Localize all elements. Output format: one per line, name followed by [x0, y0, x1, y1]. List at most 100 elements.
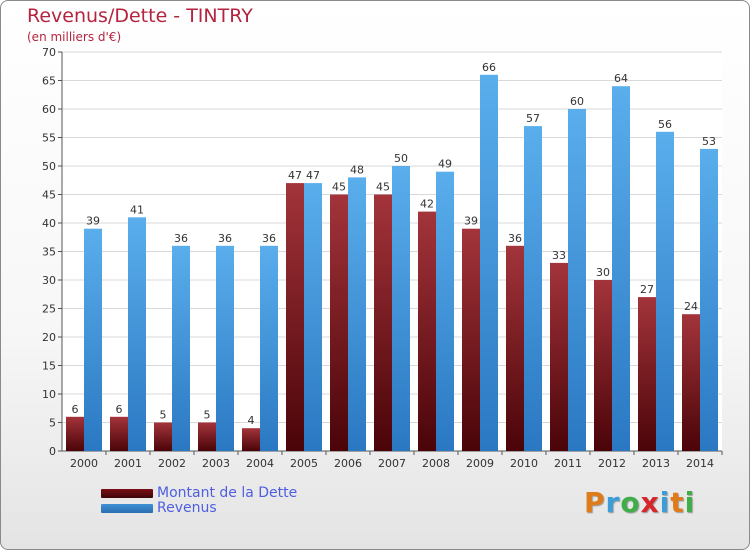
bar-debt	[682, 314, 700, 451]
bar-debt	[286, 183, 304, 451]
legend-swatch-debt	[101, 489, 153, 498]
data-label-debt: 24	[684, 300, 698, 313]
x-tick-label: 2004	[246, 457, 274, 470]
y-tick-label: 70	[42, 46, 56, 59]
x-tick-label: 2005	[290, 457, 318, 470]
data-label-debt: 36	[508, 232, 522, 245]
bar-revenue	[260, 245, 278, 451]
bar-revenue	[304, 183, 322, 451]
bar-debt	[594, 280, 612, 451]
chart-title: Revenus/Dette - TINTRY	[27, 5, 253, 27]
bar-revenue	[524, 126, 542, 451]
bar-revenue	[128, 217, 146, 451]
data-label-revenue: 48	[350, 163, 364, 176]
bar-debt	[550, 262, 568, 451]
data-label-debt: 42	[420, 198, 434, 211]
bar-debt	[154, 422, 172, 451]
data-label-revenue: 64	[614, 72, 628, 85]
logo-letter: i	[684, 486, 696, 519]
x-tick-label: 2014	[686, 457, 714, 470]
y-tick-label: 5	[49, 417, 56, 430]
logo-letter: t	[670, 486, 685, 519]
data-label-revenue: 49	[438, 158, 452, 171]
y-tick-label: 25	[42, 303, 56, 316]
data-label-debt: 45	[332, 181, 346, 194]
bar-revenue	[612, 86, 630, 451]
bar-revenue	[656, 131, 674, 452]
bar-revenue	[568, 109, 586, 451]
x-tick-label: 2009	[466, 457, 494, 470]
data-label-debt: 5	[204, 409, 211, 422]
bar-debt	[242, 428, 260, 451]
logo-letter: x	[640, 486, 660, 519]
x-tick-label: 2003	[202, 457, 230, 470]
data-label-revenue: 36	[262, 232, 276, 245]
bar-debt	[110, 416, 128, 451]
data-label-revenue: 50	[394, 152, 408, 165]
data-label-debt: 5	[160, 409, 167, 422]
data-label-debt: 27	[640, 283, 654, 296]
x-tick-label: 2001	[114, 457, 142, 470]
data-label-debt: 6	[116, 403, 123, 416]
legend-label-revenue: Revenus	[157, 500, 217, 516]
data-label-revenue: 41	[130, 203, 144, 216]
data-label-debt: 6	[72, 403, 79, 416]
x-tick-label: 2011	[554, 457, 582, 470]
bar-debt	[66, 416, 84, 451]
data-label-debt: 45	[376, 181, 390, 194]
legend-label-debt: Montant de la Dette	[157, 485, 298, 501]
y-tick-label: 45	[42, 189, 56, 202]
bar-revenue	[700, 148, 718, 451]
y-tick-label: 40	[42, 217, 56, 230]
logo-letter: r	[605, 486, 621, 519]
y-tick-label: 10	[42, 388, 56, 401]
y-tick-label: 55	[42, 132, 56, 145]
data-label-debt: 4	[248, 414, 255, 427]
bar-revenue	[480, 74, 498, 452]
data-label-revenue: 39	[86, 215, 100, 228]
x-tick-label: 2000	[70, 457, 98, 470]
y-tick-label: 15	[42, 360, 56, 373]
x-tick-label: 2013	[642, 457, 670, 470]
bar-debt	[418, 211, 436, 451]
x-tick-label: 2012	[598, 457, 626, 470]
x-tick-label: 2002	[158, 457, 186, 470]
bar-revenue	[216, 245, 234, 451]
data-label-debt: 33	[552, 249, 566, 262]
bar-debt	[506, 245, 524, 451]
x-tick-label: 2006	[334, 457, 362, 470]
bar-debt	[330, 194, 348, 451]
x-tick-label: 2010	[510, 457, 538, 470]
legend-swatch-revenue	[101, 504, 153, 513]
bar-debt	[198, 422, 216, 451]
data-label-revenue: 47	[306, 169, 320, 182]
data-label-revenue: 36	[174, 232, 188, 245]
data-label-revenue: 66	[482, 61, 496, 74]
bar-debt	[462, 228, 480, 451]
bar-revenue	[84, 228, 102, 451]
data-label-revenue: 36	[218, 232, 232, 245]
y-tick-label: 30	[42, 274, 56, 287]
bar-revenue	[348, 177, 366, 451]
bar-revenue	[392, 166, 410, 451]
y-tick-label: 60	[42, 103, 56, 116]
bar-revenue	[436, 171, 454, 451]
bar-revenue	[172, 245, 190, 451]
y-tick-label: 0	[49, 445, 56, 458]
data-label-revenue: 60	[570, 95, 584, 108]
proxiti-logo: Proxiti	[584, 486, 695, 519]
data-label-revenue: 56	[658, 118, 672, 131]
data-label-debt: 47	[288, 169, 302, 182]
y-tick-label: 65	[42, 75, 56, 88]
data-label-revenue: 57	[526, 112, 540, 125]
data-label-debt: 39	[464, 215, 478, 228]
logo-letter: i	[659, 486, 671, 519]
logo-letter: P	[584, 486, 606, 519]
y-tick-label: 50	[42, 160, 56, 173]
chart-subtitle: (en milliers d'€)	[27, 30, 122, 44]
logo-letter: o	[620, 486, 641, 519]
bar-debt	[638, 297, 656, 451]
bar-debt	[374, 194, 392, 451]
